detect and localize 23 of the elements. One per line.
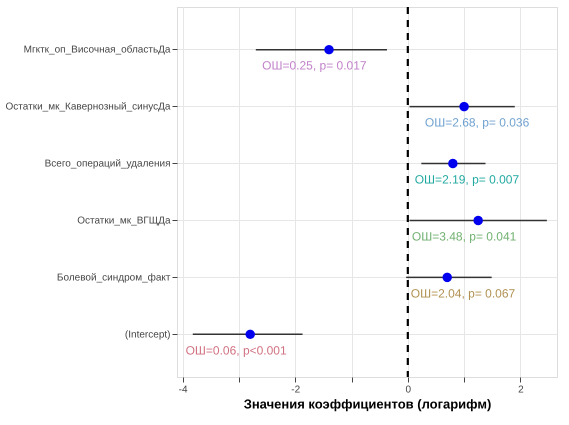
annotation: ОШ=0.06, p<0.001 <box>186 343 287 358</box>
y-tick-label: Болевой_синдром_факт <box>56 272 171 284</box>
point <box>473 216 483 226</box>
annotation: ОШ=0.25, p= 0.017 <box>262 58 367 73</box>
annotation: ОШ=2.19, p= 0.007 <box>414 172 520 187</box>
x-axis-title: Значения коэффициентов (логарифм) <box>244 396 492 412</box>
point <box>442 272 452 282</box>
point <box>448 158 458 168</box>
x-tick-label: -4 <box>178 384 188 396</box>
annotation: ОШ=2.04, p= 0.067 <box>410 286 516 300</box>
x-tick-label: 0 <box>406 384 412 396</box>
y-tick-label: (Intercept) <box>124 329 170 340</box>
y-tick-label: Остатки_мк_ВГЩДа <box>77 215 171 226</box>
point <box>245 330 255 340</box>
x-tick-label: 2 <box>518 384 524 396</box>
annotation: ОШ=2.68, p= 0.036 <box>424 116 530 130</box>
y-tick-label: Всего_операций_удаления <box>44 158 170 170</box>
point <box>459 102 469 112</box>
annotation: ОШ=3.48, p= 0.041 <box>412 229 517 244</box>
y-tick-label: Mгктк_оп_Височная_областьДа <box>24 44 171 56</box>
point <box>324 44 334 54</box>
y-tick-label: Остатки_мк_Кавернозный_синусДа <box>6 102 171 113</box>
x-tick-label: -2 <box>291 384 301 396</box>
